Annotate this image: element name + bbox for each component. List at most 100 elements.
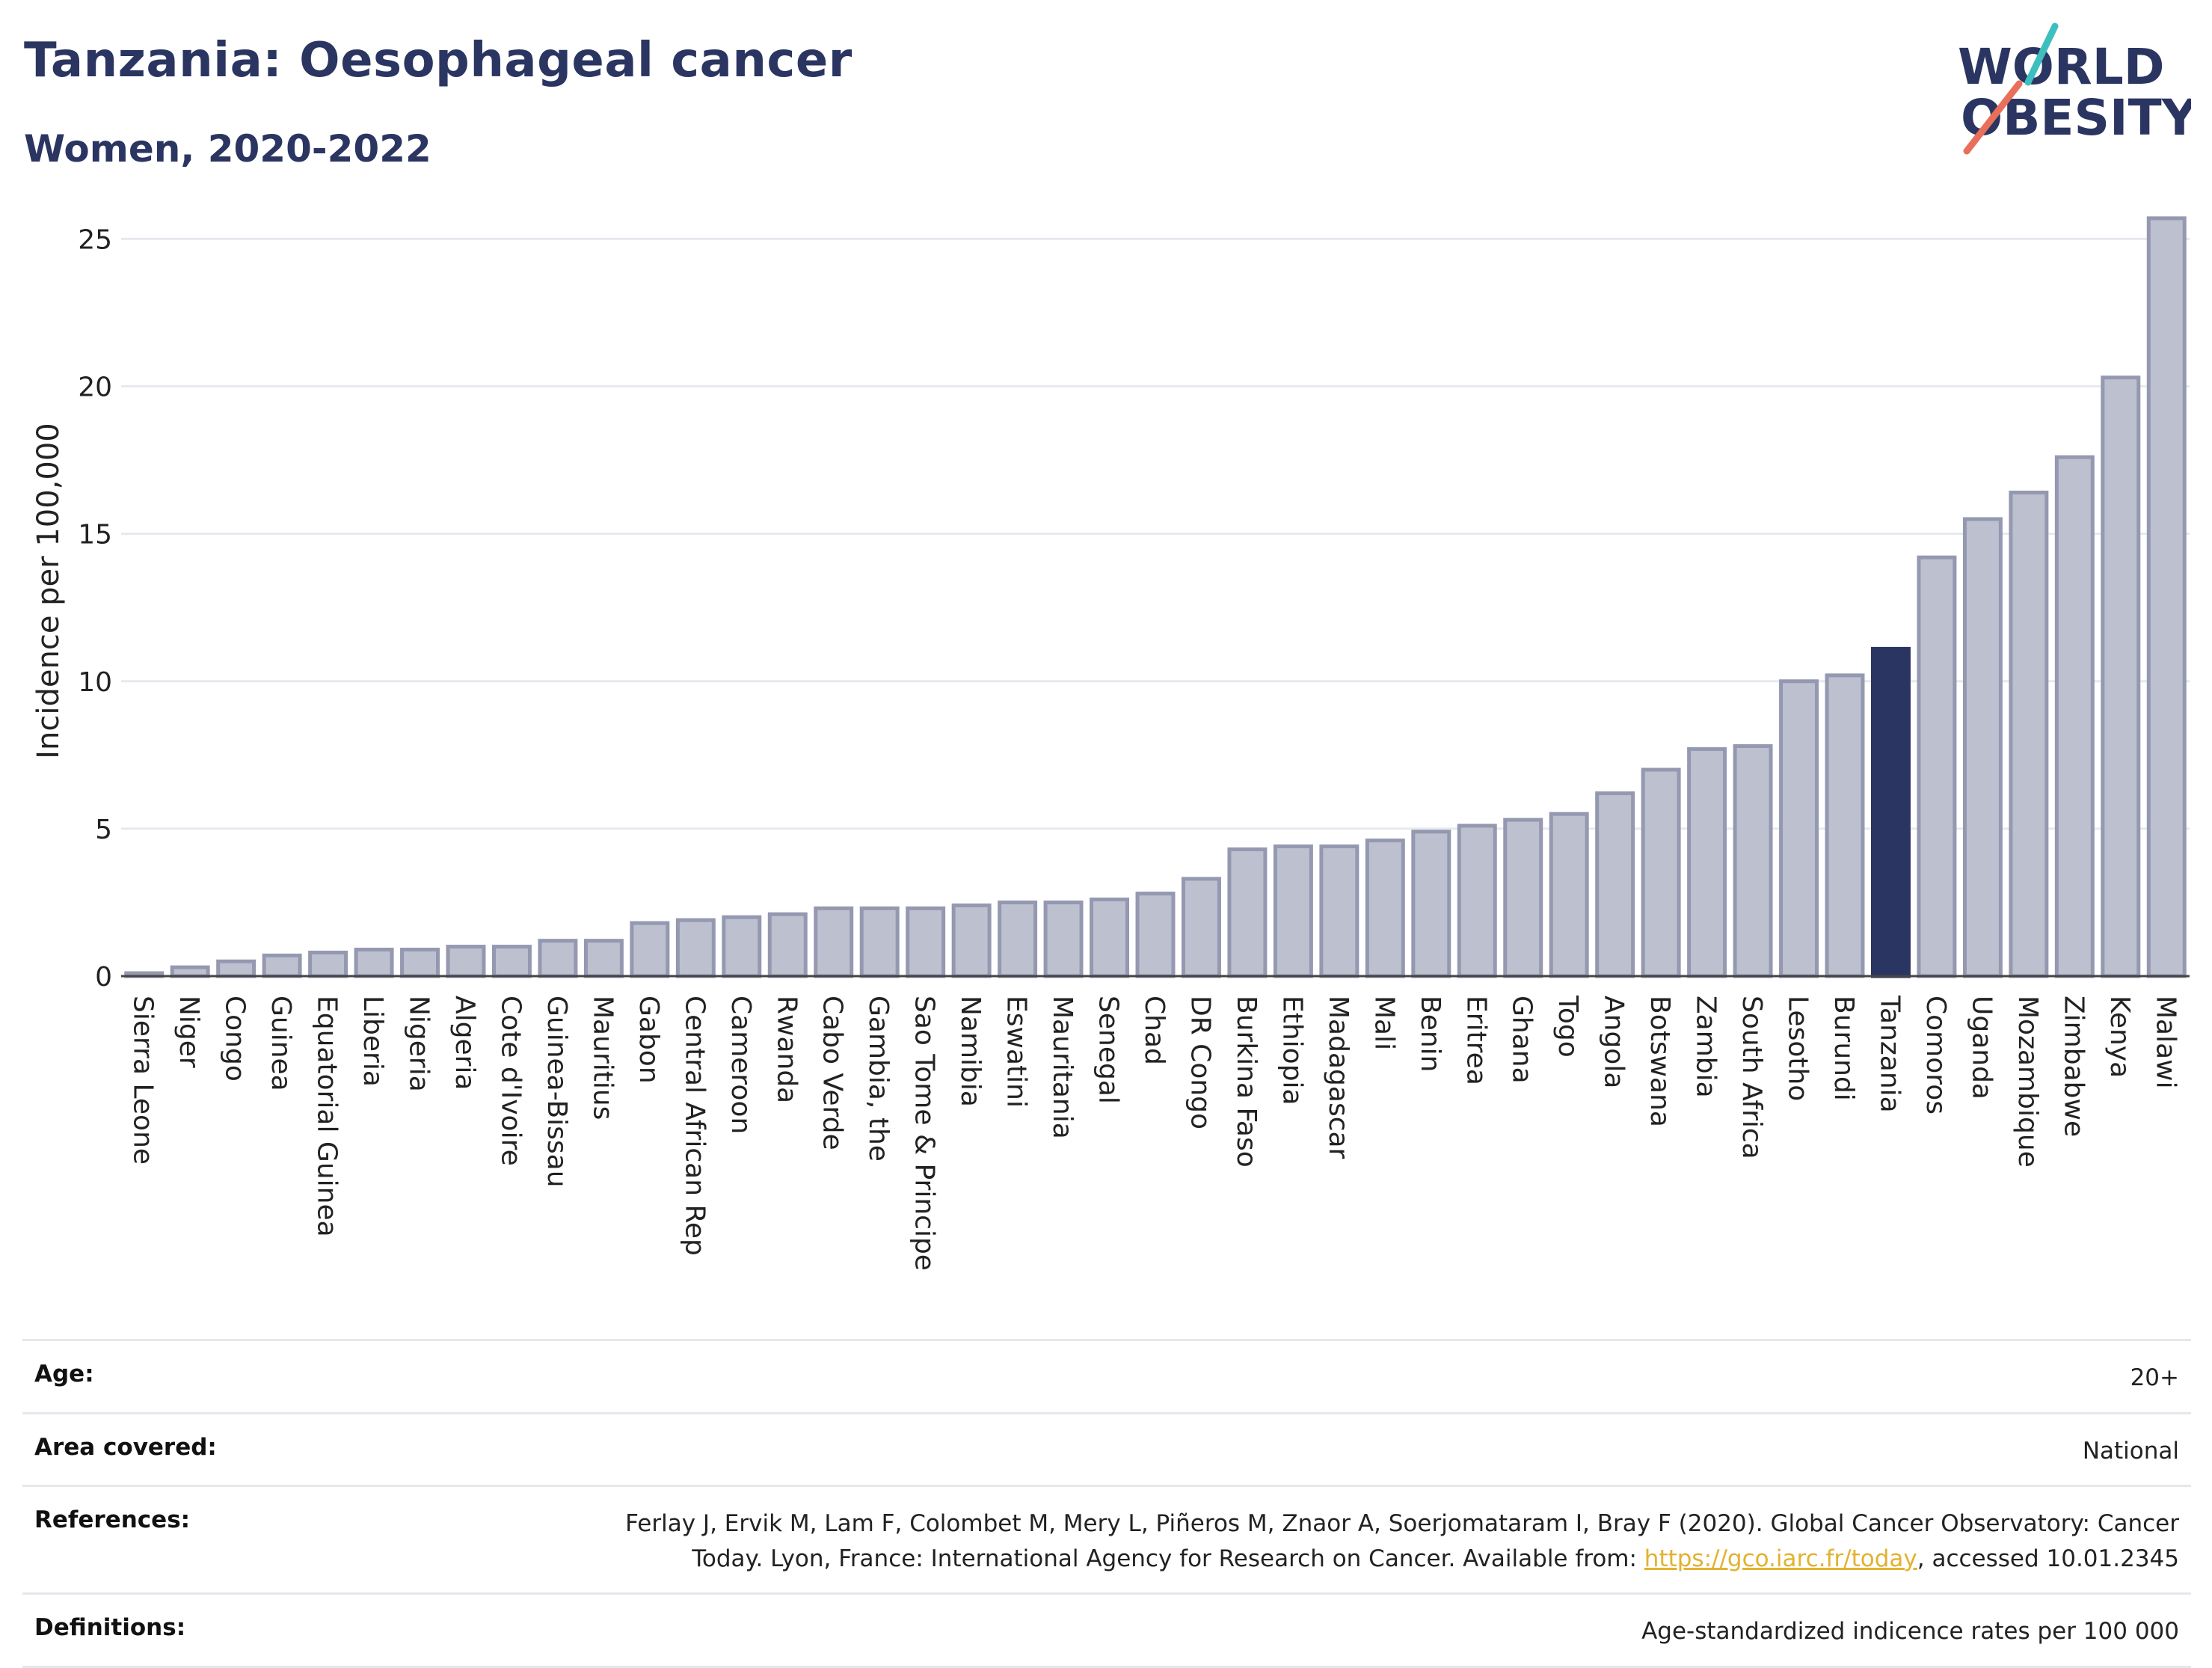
y-tick-label: 20 bbox=[78, 372, 112, 403]
x-tick-label: Burkina Faso bbox=[1231, 996, 1262, 1168]
bar-equatorial-guinea bbox=[308, 950, 348, 978]
x-tick-label: Uganda bbox=[1966, 996, 1997, 1100]
bar-mauritius bbox=[583, 939, 624, 978]
x-tick-label: South Africa bbox=[1736, 996, 1767, 1159]
logo-line-2: OBESITY bbox=[1961, 89, 2191, 147]
x-tick-label: Mauritania bbox=[1047, 996, 1078, 1139]
definitions-label: Definitions: bbox=[34, 1614, 186, 1641]
references-value: Ferlay J, Ervik M, Lam F, Colombet M, Me… bbox=[571, 1506, 2179, 1576]
bar-guinea-bissau bbox=[538, 939, 578, 978]
x-tick-label: Gambia, the bbox=[863, 996, 894, 1162]
y-tick-label: 25 bbox=[78, 224, 112, 255]
x-tick-label: Senegal bbox=[1093, 996, 1124, 1104]
x-tick-label: Cabo Verde bbox=[817, 996, 848, 1150]
bars bbox=[121, 216, 2190, 978]
bar-togo bbox=[1549, 812, 1589, 978]
x-tick-label: Zambia bbox=[1691, 996, 1721, 1098]
y-tick-label: 5 bbox=[95, 815, 112, 845]
bar-burundi bbox=[1825, 673, 1865, 978]
bar-algeria bbox=[446, 945, 486, 978]
x-tick-label: Rwanda bbox=[771, 996, 802, 1103]
x-tick-label: Gabon bbox=[633, 996, 664, 1084]
y-axis-label: Incidence per 100,000 bbox=[31, 423, 66, 759]
bar-madagascar bbox=[1319, 844, 1360, 978]
logo-slash-coral bbox=[1963, 80, 2023, 155]
x-tick-label: Mali bbox=[1368, 996, 1399, 1050]
bar-eritrea bbox=[1457, 824, 1497, 978]
x-tick-label: Angola bbox=[1599, 996, 1629, 1088]
x-tick-label: Malawi bbox=[2150, 996, 2181, 1089]
page-subtitle: Women, 2020-2022 bbox=[24, 127, 431, 171]
bar-chart: 0 5 10 15 20 25 Sierra Leone Niger Congo Guinea E… bbox=[31, 216, 2190, 1271]
page-title: Tanzania: Oesophageal cancer bbox=[24, 33, 852, 88]
x-tick-label: Central African Rep bbox=[679, 996, 710, 1256]
x-tick-label: Chad bbox=[1139, 996, 1170, 1065]
bar-botswana bbox=[1641, 767, 1681, 978]
bar-senegal bbox=[1090, 898, 1130, 978]
references-link[interactable]: https://gco.iarc.fr/today bbox=[1644, 1545, 1917, 1572]
area-value: National bbox=[2082, 1437, 2179, 1465]
bar-mali bbox=[1365, 838, 1405, 978]
bar-ghana bbox=[1503, 818, 1543, 978]
info-row-definitions: Definitions: Age-standardized indicence … bbox=[22, 1592, 2191, 1668]
bar-zambia bbox=[1687, 746, 1727, 978]
x-tick-label: Zimbabwe bbox=[2058, 996, 2089, 1137]
x-tick-label: Tanzania bbox=[1874, 995, 1905, 1113]
bar-congo bbox=[216, 959, 256, 978]
info-table: Age: 20+ Area covered: National Referenc… bbox=[22, 1339, 2191, 1668]
x-tick-label: Ethiopia bbox=[1276, 996, 1307, 1106]
bar-ethiopia bbox=[1273, 844, 1313, 978]
bar-gabon bbox=[630, 921, 670, 978]
x-tick-labels: Sierra Leone Niger Congo Guinea Equatorial G… bbox=[128, 995, 2181, 1271]
info-row-area: Area covered: National bbox=[22, 1411, 2191, 1485]
bar-gambia-the bbox=[859, 906, 900, 978]
bar-niger bbox=[170, 965, 210, 978]
logo-slash-teal bbox=[2024, 22, 2059, 86]
bar-sao-tome-principe bbox=[906, 906, 946, 978]
bar-zimbabwe bbox=[2054, 455, 2095, 978]
bar-tanzania bbox=[1870, 646, 1911, 978]
bar-benin bbox=[1411, 830, 1451, 978]
y-tick-label: 10 bbox=[78, 667, 112, 698]
bar-guinea bbox=[262, 953, 302, 978]
x-tick-label: Sierra Leone bbox=[128, 996, 159, 1165]
bar-uganda bbox=[1962, 517, 2003, 978]
bar-comoros bbox=[1917, 555, 1957, 978]
bar-central-african-rep bbox=[675, 918, 716, 978]
x-tick-label: Mozambique bbox=[2012, 996, 2043, 1168]
bar-kenya bbox=[2101, 375, 2141, 978]
y-tick-label: 15 bbox=[78, 520, 112, 551]
info-row-age: Age: 20+ bbox=[22, 1339, 2191, 1412]
x-tick-label: Ghana bbox=[1507, 996, 1537, 1084]
x-tick-label: Equatorial Guinea bbox=[312, 996, 342, 1237]
references-text-1: Ferlay J, Ervik M, Lam F, Colombet M, Me… bbox=[625, 1510, 2179, 1572]
x-tick-label: Kenya bbox=[2104, 996, 2135, 1078]
x-tick-label: Botswana bbox=[1644, 996, 1675, 1127]
bar-nigeria bbox=[400, 948, 440, 978]
age-value: 20+ bbox=[2130, 1364, 2179, 1391]
x-tick-label: Nigeria bbox=[404, 996, 434, 1092]
bar-mozambique bbox=[2009, 490, 2049, 978]
x-tick-label: DR Congo bbox=[1185, 996, 1215, 1129]
y-tick-labels: 0 5 10 15 20 25 bbox=[78, 224, 112, 993]
world-obesity-logo: WORLD OBESITY bbox=[1958, 22, 2191, 155]
x-tick-label: Eritrea bbox=[1460, 996, 1491, 1085]
x-tick-label: Benin bbox=[1415, 996, 1446, 1072]
bar-lesotho bbox=[1779, 679, 1819, 978]
bar-south-africa bbox=[1733, 744, 1773, 978]
bar-dr-congo bbox=[1181, 877, 1221, 978]
x-tick-label: Liberia bbox=[357, 996, 388, 1087]
x-tick-label: Congo bbox=[220, 996, 251, 1082]
x-tick-label: Guinea-Bissau bbox=[541, 996, 572, 1188]
x-tick-label: Mauritius bbox=[587, 996, 618, 1120]
references-label: References: bbox=[34, 1506, 191, 1533]
y-tick-label: 0 bbox=[95, 962, 112, 993]
x-tick-label: Burundi bbox=[1828, 996, 1859, 1101]
bar-liberia bbox=[354, 948, 394, 978]
logo-line-1: WORLD bbox=[1958, 38, 2165, 96]
x-tick-label: Cameroon bbox=[725, 996, 756, 1134]
area-label: Area covered: bbox=[34, 1433, 217, 1461]
bar-angola bbox=[1595, 791, 1635, 978]
x-tick-label: Madagascar bbox=[1323, 996, 1354, 1159]
bar-namibia bbox=[951, 903, 992, 978]
